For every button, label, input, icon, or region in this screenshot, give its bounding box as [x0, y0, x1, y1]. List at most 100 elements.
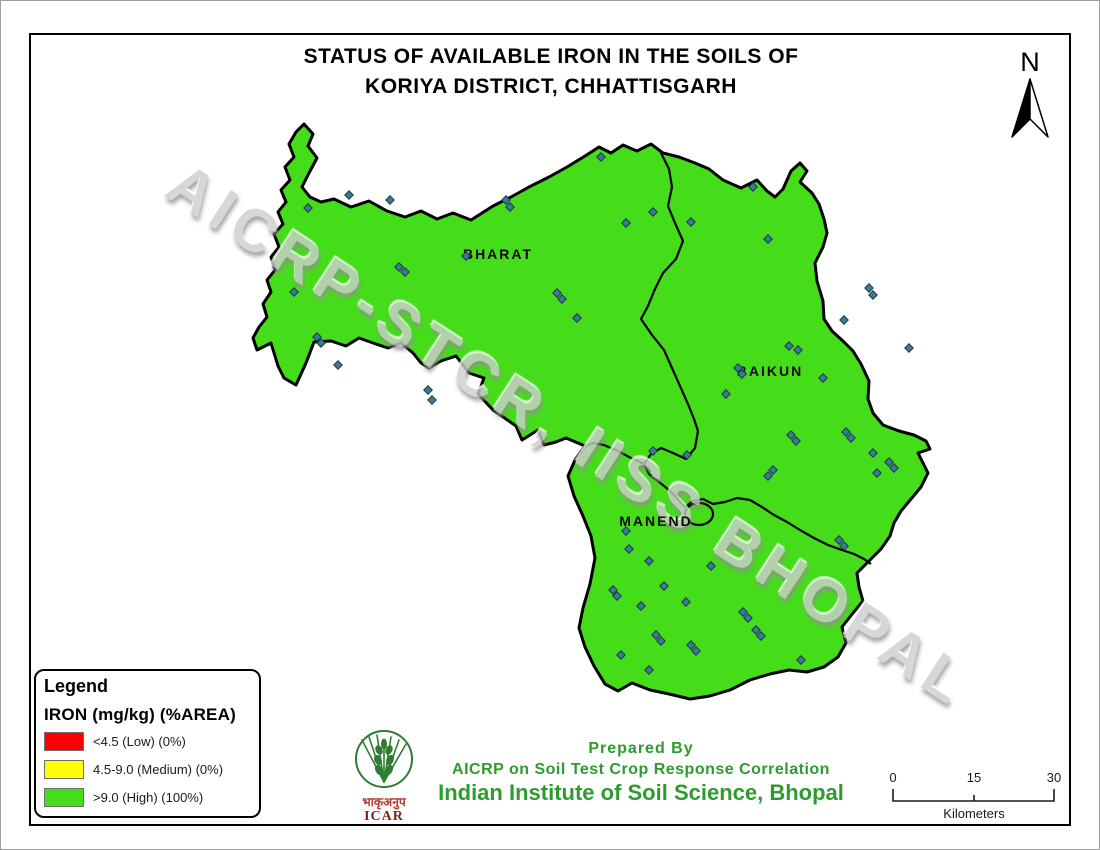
tehsil-boundary-north-south — [639, 152, 700, 432]
north-arrow-right-half — [1029, 78, 1049, 138]
sample-point — [791, 436, 801, 446]
sample-point — [743, 613, 753, 623]
legend-item-high: >9.0 (High) (100%) — [44, 788, 251, 807]
sample-point — [834, 535, 844, 545]
legend-item-low: <4.5 (Low) (0%) — [44, 732, 251, 751]
icar-acronym-label: ICAR — [364, 809, 404, 824]
sample-point — [763, 234, 773, 244]
sample-point — [884, 457, 894, 467]
sample-point — [648, 207, 658, 217]
sample-point — [784, 341, 794, 351]
sample-point — [868, 290, 878, 300]
legend: Legend IRON (mg/kg) (%AREA) <4.5 (Low) (… — [34, 669, 261, 818]
sample-point — [303, 203, 313, 213]
icar-logo: भाकृअनुप ICAR — [346, 728, 422, 824]
sample-point — [400, 267, 410, 277]
sample-point — [846, 433, 856, 443]
sample-point — [686, 640, 696, 650]
legend-label-low: <4.5 (Low) (0%) — [93, 734, 186, 749]
sample-point — [461, 251, 471, 261]
sample-point — [889, 463, 899, 473]
sample-point — [737, 369, 747, 379]
sample-point — [748, 182, 758, 192]
sample-point — [756, 631, 766, 641]
sample-point — [621, 526, 631, 536]
sample-point — [786, 430, 796, 440]
sample-point — [616, 650, 626, 660]
sample-point — [738, 607, 748, 617]
icar-wheat-emblem — [355, 730, 413, 788]
sample-point — [612, 591, 622, 601]
legend-item-medium: 4.5-9.0 (Medium) (0%) — [44, 760, 251, 779]
tehsil-boundary-enclave — [683, 501, 715, 527]
sample-point — [385, 195, 395, 205]
sample-point — [656, 636, 666, 646]
legend-swatch-green — [44, 788, 84, 807]
sample-point — [751, 625, 761, 635]
region-label-manend: MANEND — [619, 513, 693, 529]
sample-point — [768, 465, 778, 475]
sample-point — [706, 561, 716, 571]
icar-hindi-label: भाकृअनुप — [362, 795, 406, 809]
sample-point — [636, 601, 646, 611]
sample-point — [733, 363, 743, 373]
sample-point — [333, 360, 343, 370]
aicrp-text: AICRP on Soil Test Crop Response Correla… — [452, 761, 830, 778]
sample-point — [648, 446, 658, 456]
district-outline — [251, 122, 932, 701]
tehsil-boundary-west-link — [584, 441, 645, 465]
sample-point — [659, 581, 669, 591]
sample-point — [596, 152, 606, 162]
sample-point — [721, 389, 731, 399]
sample-point — [552, 288, 562, 298]
sample-point — [818, 373, 828, 383]
sample-point — [427, 395, 437, 405]
sample-point — [572, 313, 582, 323]
region-label-bharat: BHARAT — [462, 246, 534, 262]
sample-point — [681, 597, 691, 607]
legend-subtitle: IRON (mg/kg) (%AREA) — [44, 705, 236, 724]
sample-point — [686, 217, 696, 227]
page-title: STATUS OF AVAILABLE IRON IN THE SOILS OF… — [1, 42, 1099, 102]
sample-point — [505, 202, 515, 212]
sample-point — [624, 544, 634, 554]
map-frame-border — [29, 33, 1071, 826]
sample-point — [501, 195, 511, 205]
sample-point — [841, 427, 851, 437]
sample-point — [289, 287, 299, 297]
sample-point — [316, 338, 326, 348]
sample-point — [312, 332, 322, 342]
sample-point — [796, 655, 806, 665]
legend-title: Legend — [44, 676, 109, 696]
sample-point — [644, 665, 654, 675]
institute-text: Indian Institute of Soil Science, Bhopal — [438, 780, 844, 805]
legend-label-high: >9.0 (High) (100%) — [93, 790, 204, 805]
title-line-1: STATUS OF AVAILABLE IRON IN THE SOILS OF — [303, 45, 799, 68]
north-arrow-label: N — [1020, 47, 1040, 77]
legend-swatch-red — [44, 732, 84, 751]
sample-point — [423, 385, 433, 395]
sample-point — [839, 541, 849, 551]
sample-point — [682, 450, 692, 460]
sample-point — [644, 556, 654, 566]
sample-point — [608, 585, 618, 595]
sample-point — [793, 345, 803, 355]
sample-point — [864, 283, 874, 293]
legend-swatch-yellow — [44, 760, 84, 779]
sample-point — [763, 471, 773, 481]
prepared-by-text: Prepared By — [588, 740, 694, 757]
sample-point — [394, 262, 404, 272]
sample-point — [904, 343, 914, 353]
sample-point — [557, 294, 567, 304]
sample-point — [344, 190, 354, 200]
sample-point — [621, 218, 631, 228]
sample-point — [872, 468, 882, 478]
credits-block: Prepared By AICRP on Soil Test Crop Resp… — [416, 739, 866, 806]
north-arrow: N — [1011, 47, 1049, 138]
region-label-baikun: BAIKUN — [736, 363, 804, 379]
sample-point — [651, 630, 661, 640]
sample-point — [868, 448, 878, 458]
